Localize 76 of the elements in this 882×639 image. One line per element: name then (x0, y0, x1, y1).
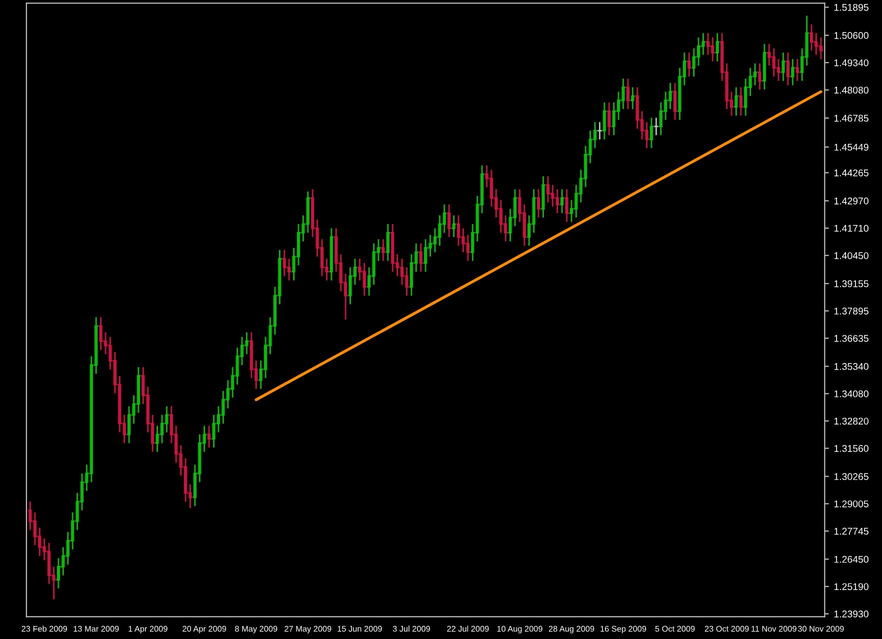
x-tick-label: 8 May 2009 (235, 626, 278, 634)
candlestick (738, 86, 744, 116)
candlestick (446, 204, 452, 238)
x-tick-label: 20 Apr 2009 (182, 626, 226, 634)
candlestick (596, 121, 603, 140)
candlestick (648, 117, 654, 149)
x-tick-label: 23 Oct 2009 (704, 626, 749, 632)
candlestick (385, 223, 391, 262)
y-tick-label: 1.44265 (834, 169, 868, 176)
y-tick-label: 1.27745 (834, 528, 868, 535)
candlestick (653, 117, 659, 136)
x-tick-label: 3 Jul 2009 (392, 626, 430, 632)
x-tick-label: 28 Aug 2009 (548, 626, 594, 634)
y-tick-label: 1.29005 (834, 500, 868, 508)
candlestick (686, 52, 692, 78)
x-tick-label: 1 Apr 2009 (128, 626, 168, 634)
y-tick-label: 1.49340 (834, 59, 868, 66)
candlestick (540, 176, 546, 218)
x-tick-label: 22 Jul 2009 (447, 626, 489, 632)
y-tick-label: 1.51895 (834, 4, 868, 11)
candlestick (390, 223, 396, 272)
candlestick (282, 249, 288, 277)
candlestick (554, 188, 560, 214)
y-tick-label: 1.45449 (834, 144, 868, 151)
candlestick (733, 86, 739, 116)
y-tick-label: 1.37895 (834, 308, 868, 315)
y-tick-label: 1.42970 (834, 198, 868, 204)
candlestick (206, 425, 212, 448)
x-tick-label: 10 Aug 2009 (497, 626, 542, 634)
candlestick (762, 43, 768, 90)
y-tick-label: 1.23930 (834, 610, 868, 618)
candlestick (808, 24, 814, 52)
candlestick (714, 32, 720, 62)
y-tick-label: 1.41710 (834, 224, 868, 232)
candlestick (756, 62, 763, 90)
y-tick-label: 1.40450 (834, 252, 868, 260)
candlestick (380, 238, 386, 262)
candlestick (710, 36, 716, 62)
x-tick-label: 5 Oct 2009 (655, 626, 695, 632)
y-tick-label: 1.31560 (834, 445, 868, 452)
y-tick-label: 1.39155 (834, 280, 868, 288)
x-tick-label: 16 Sep 2009 (600, 626, 646, 634)
y-tick-label: 1.50600 (834, 32, 868, 39)
x-tick-label: 23 Feb 2009 (22, 626, 67, 632)
candlestick (450, 214, 457, 238)
candlestick (564, 188, 570, 223)
y-tick-label: 1.34080 (834, 390, 868, 398)
candlestick (559, 188, 565, 214)
x-tick-label: 11 Nov 2009 (752, 626, 796, 632)
y-tick-label: 1.26450 (834, 556, 868, 563)
candlestick (794, 58, 800, 82)
y-tick-label: 1.46785 (834, 114, 868, 122)
candlestick (362, 262, 368, 296)
candlestick (630, 86, 636, 110)
y-tick-label: 1.25190 (834, 583, 868, 590)
y-tick-label: 1.30265 (834, 473, 868, 480)
y-tick-label: 1.32820 (834, 418, 868, 425)
candlestick (536, 188, 542, 218)
candlestick (771, 48, 777, 78)
candlestick (602, 102, 608, 140)
x-tick-label: 15 Jun 2009 (338, 626, 382, 632)
candlestick (545, 176, 551, 204)
y-tick-label: 1.48080 (834, 86, 868, 94)
candlestick (422, 238, 428, 272)
candlestick (780, 52, 786, 82)
candlestick (418, 242, 424, 272)
y-tick-label: 1.36635 (834, 334, 868, 342)
candlestick (606, 102, 612, 136)
x-tick-label: 27 May 2009 (284, 626, 332, 634)
candlestick (98, 316, 104, 351)
candlestick (790, 58, 796, 86)
x-tick-label: 13 Mar 2009 (74, 626, 119, 632)
y-tick-label: 1.35340 (834, 363, 868, 370)
x-tick-label: 30 Nov 2009 (798, 626, 844, 632)
candlestick (625, 78, 631, 110)
candlestick (328, 228, 334, 282)
